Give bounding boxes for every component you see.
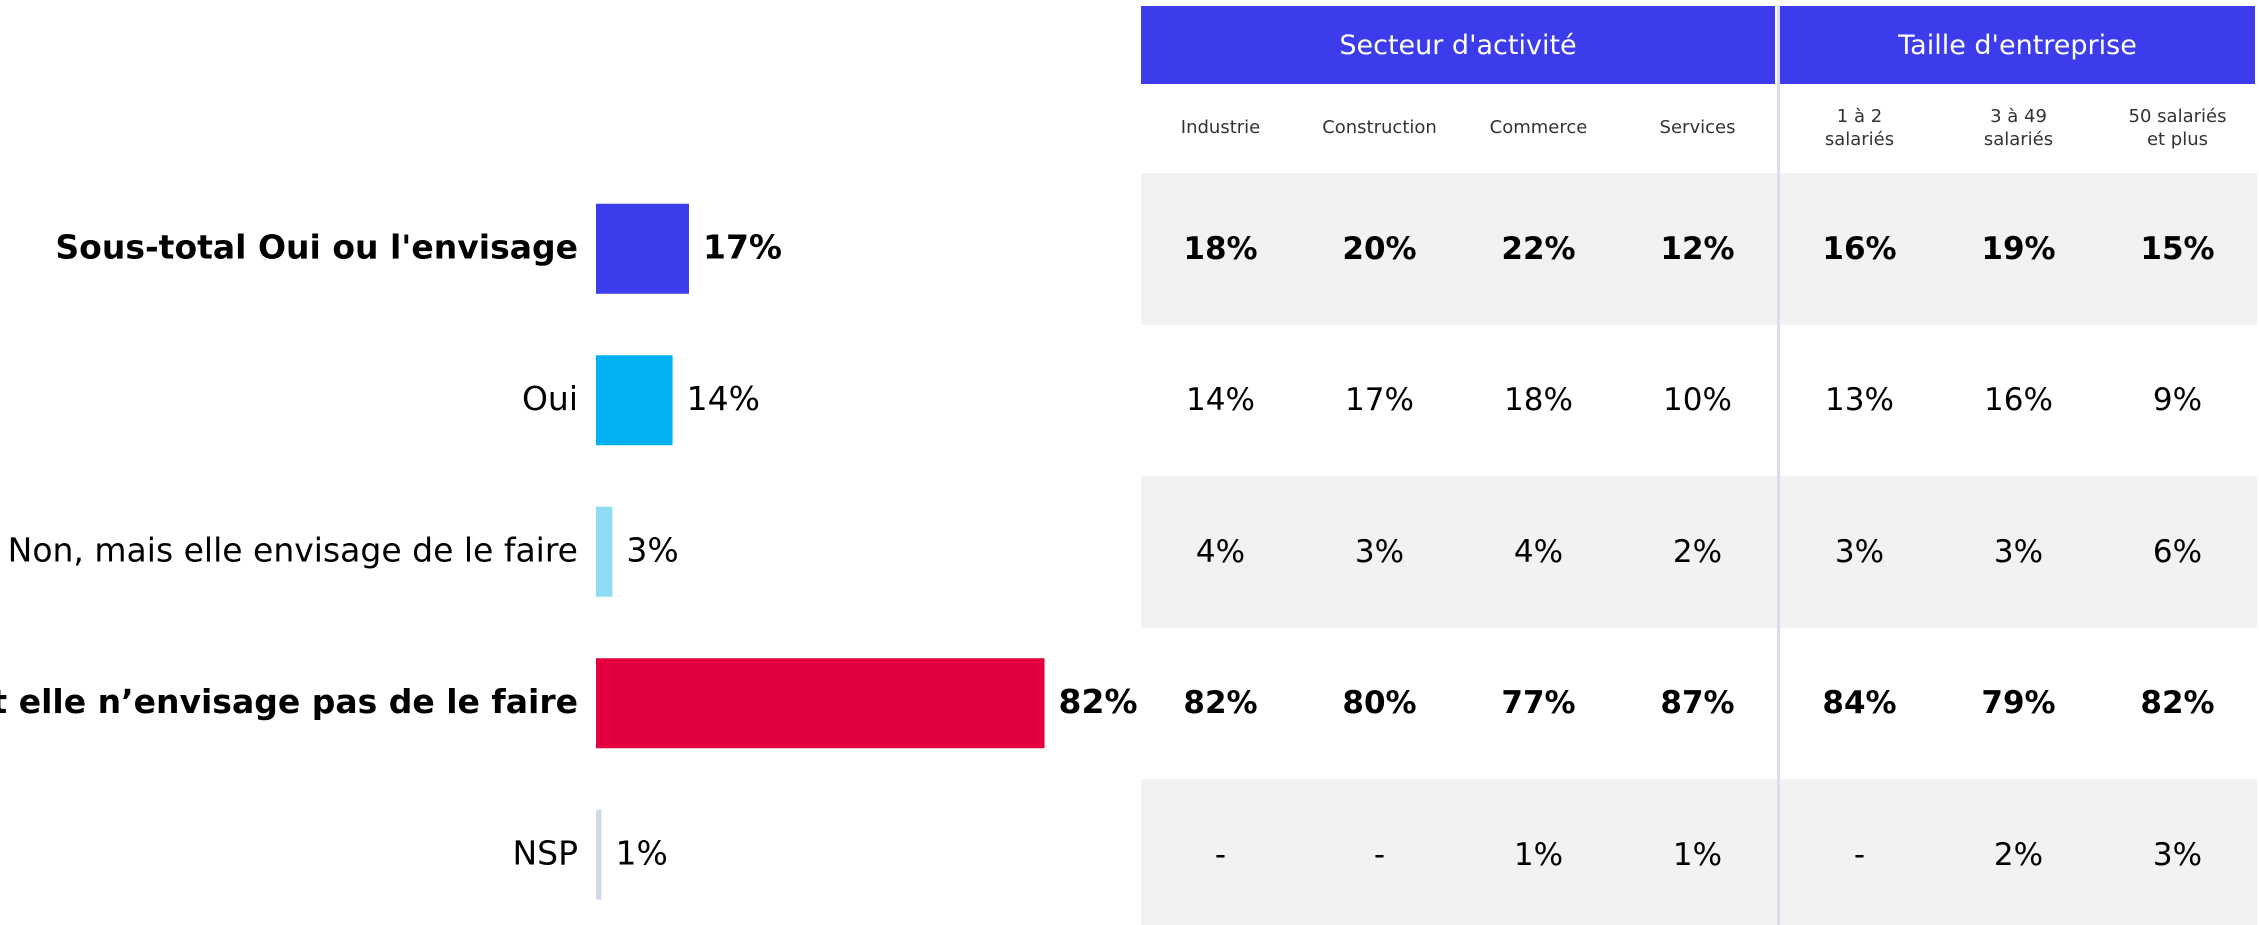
category-label: Oui: [522, 379, 578, 418]
table-cell: 80%: [1300, 627, 1459, 779]
table-cell: 12%: [1618, 173, 1777, 325]
table-cell: -: [1300, 779, 1459, 925]
table-cell: -: [1780, 779, 1939, 925]
table-cell: 82%: [2098, 627, 2257, 779]
group-header: Secteur d'activité: [1141, 6, 1775, 84]
group-header: Taille d'entreprise: [1780, 6, 2255, 84]
table-cell: 79%: [1939, 627, 2098, 779]
table-cell: 4%: [1141, 476, 1300, 628]
value-label: 14%: [687, 379, 760, 418]
chart: Sous-total Oui ou l'envisage 17% Oui 14% Non…: [0, 203, 1138, 900]
bar: [596, 203, 689, 294]
bar: [596, 506, 613, 597]
table-cell: 6%: [2098, 476, 2257, 628]
column-header: Commerce: [1489, 117, 1588, 139]
table-cell: 13%: [1780, 324, 1939, 476]
table-cell: 16%: [1780, 173, 1939, 325]
column-header: Construction: [1322, 117, 1437, 139]
table-cell: 10%: [1618, 324, 1777, 476]
table-cell: 77%: [1459, 627, 1618, 779]
value-label: 17%: [703, 227, 782, 266]
table-cell: 18%: [1459, 324, 1618, 476]
column-header: 1 à 2 salariés: [1824, 106, 1895, 150]
table-cell: 17%: [1300, 324, 1459, 476]
bar: [596, 658, 1045, 749]
table-cell: 3%: [1939, 476, 2098, 628]
category-label: NSP: [512, 833, 578, 872]
column-header: Industrie: [1180, 117, 1261, 139]
category-label: Non, mais elle envisage de le faire: [8, 530, 578, 569]
table-cell: 16%: [1939, 324, 2098, 476]
column-header: 3 à 49 salariés: [1983, 106, 2054, 150]
table-cell: 1%: [1459, 779, 1618, 925]
table-cell: 82%: [1141, 627, 1300, 779]
table-cell: 2%: [1939, 779, 2098, 925]
table-cell: 9%: [2098, 324, 2257, 476]
table-cell: 84%: [1780, 627, 1939, 779]
table-cell: 22%: [1459, 173, 1618, 325]
table-cell: 19%: [1939, 173, 2098, 325]
table-cell: 18%: [1141, 173, 1300, 325]
table-cell: 3%: [1780, 476, 1939, 628]
category-label: Non et elle n’envisage pas de le faire: [0, 682, 578, 721]
table-cell: 3%: [1300, 476, 1459, 628]
column-divider: [1777, 6, 1780, 925]
category-label: Sous-total Oui ou l'envisage: [55, 227, 578, 266]
table-cell: -: [1141, 779, 1300, 925]
table-cell: 15%: [2098, 173, 2257, 325]
bar: [596, 809, 602, 900]
table-cell: 3%: [2098, 779, 2257, 925]
table-cell: 20%: [1300, 173, 1459, 325]
column-header: Services: [1659, 117, 1736, 139]
bar: [596, 355, 673, 446]
table-cell: 2%: [1618, 476, 1777, 628]
table-cell: 1%: [1618, 779, 1777, 925]
value-label: 1%: [615, 833, 667, 872]
table-cell: 14%: [1141, 324, 1300, 476]
table-cell: 4%: [1459, 476, 1618, 628]
table-cell: 87%: [1618, 627, 1777, 779]
column-header: 50 salariés et plus: [2128, 106, 2227, 150]
value-label: 3%: [626, 530, 678, 569]
value-label: 82%: [1059, 682, 1138, 721]
